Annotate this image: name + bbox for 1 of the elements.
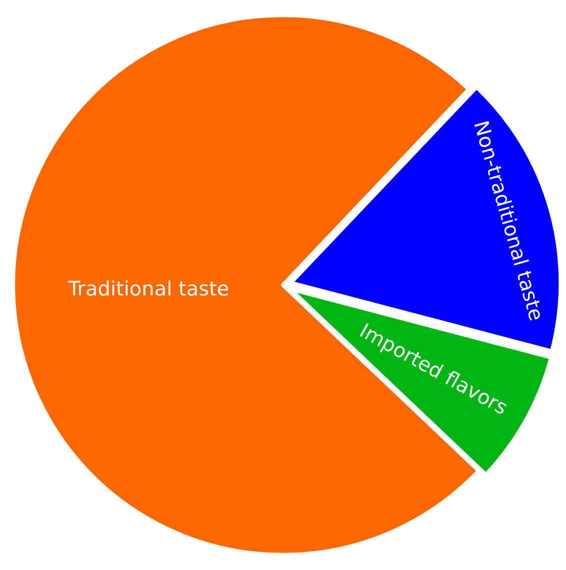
slice-label: Traditional taste (67, 276, 230, 301)
